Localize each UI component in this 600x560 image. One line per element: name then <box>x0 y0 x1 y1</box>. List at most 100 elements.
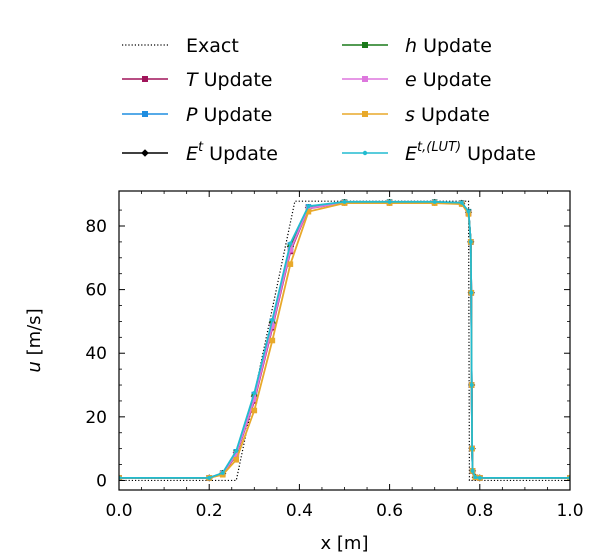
legend-label-rest: Update <box>203 143 278 165</box>
legend-label-symbol: E <box>186 143 198 165</box>
data-point <box>342 199 347 204</box>
legend-item: P Update <box>122 104 272 126</box>
legend-label: h Update <box>405 35 492 57</box>
legend-label-rest: Update <box>198 69 273 91</box>
legend-label: P Update <box>186 104 272 126</box>
y-axis: 0 20 40 60 80 <box>85 209 570 491</box>
legend-label: e Update <box>405 69 492 91</box>
legend-marker <box>362 150 368 156</box>
data-point <box>470 446 475 451</box>
legend-label-rest: Update <box>417 69 492 91</box>
legend-item: h Update <box>342 35 492 57</box>
x-tick-label: 0.4 <box>286 501 313 521</box>
legend-item: s Update <box>342 104 490 126</box>
data-point <box>306 204 311 209</box>
x-tick-label: 0.0 <box>105 501 132 521</box>
legend-label-symbol: e <box>405 69 417 91</box>
legend-item: Et Update <box>122 140 278 165</box>
legend-item: T Update <box>122 69 272 91</box>
legend-label-rest: Update <box>197 104 272 126</box>
series-0 <box>119 200 570 482</box>
legend-marker <box>362 111 368 117</box>
series-line-3 <box>119 201 570 479</box>
data-point <box>477 475 482 480</box>
legend-label-rest: Update <box>461 143 536 165</box>
legend-label: s Update <box>405 104 490 126</box>
y-tick-label: 20 <box>85 408 107 428</box>
legend-label-symbol: s <box>405 104 415 126</box>
legend-marker <box>142 111 148 117</box>
x-tick-label: 0.8 <box>466 501 493 521</box>
data-point <box>287 247 294 253</box>
data-point <box>287 261 294 267</box>
data-point <box>269 337 276 344</box>
data-point <box>470 468 475 473</box>
legend-marker <box>362 76 368 82</box>
data-point <box>288 241 293 246</box>
legend-label-symbol: h <box>405 35 417 57</box>
data-point <box>233 451 240 457</box>
legend-label-symbol: P <box>186 104 198 126</box>
legend-label-rest: Update <box>415 104 490 126</box>
series-2 <box>119 199 570 481</box>
y-axis-label-unit: [m/s] <box>24 308 45 361</box>
x-tick-label: 1.0 <box>556 501 583 521</box>
data-point <box>469 290 474 295</box>
legend-label: Et,(LUT) Update <box>405 140 536 165</box>
data-point <box>251 396 258 403</box>
series-layer <box>119 198 570 482</box>
series-3 <box>119 198 570 482</box>
data-point <box>305 208 312 215</box>
y-tick-label: 40 <box>85 344 107 364</box>
y-tick-label: 80 <box>85 217 107 237</box>
legend-item: Et,(LUT) Update <box>342 140 536 165</box>
legend-label-superscript: t,(LUT) <box>417 140 461 155</box>
series-5 <box>119 199 570 481</box>
data-point <box>234 448 239 453</box>
legend-marker <box>362 42 368 48</box>
data-point <box>220 470 225 475</box>
y-axis-label: u [m/s] <box>24 308 45 372</box>
data-point <box>469 383 474 388</box>
data-point <box>387 199 392 204</box>
data-point <box>269 323 276 329</box>
data-point <box>233 456 240 463</box>
data-point <box>459 200 464 205</box>
series-4 <box>119 199 570 481</box>
x-axis-label: x [m] <box>321 533 369 554</box>
data-point <box>270 317 275 322</box>
y-tick-label: 60 <box>85 281 107 301</box>
data-point <box>473 475 478 480</box>
series-line-6 <box>119 202 570 479</box>
legend-label: Exact <box>186 35 239 57</box>
legend-label-superscript: t <box>198 140 204 155</box>
data-point <box>251 407 258 414</box>
series-line-5 <box>119 201 570 479</box>
series-line-1 <box>119 201 570 479</box>
legend-marker <box>142 76 148 82</box>
legend-item: Exact <box>122 35 239 57</box>
series-7 <box>119 199 570 480</box>
x-axis: 0.0 0.2 0.4 0.6 0.8 1.0 <box>105 191 584 521</box>
data-point <box>207 475 212 480</box>
y-tick-label: 0 <box>96 471 107 491</box>
data-point <box>252 390 257 395</box>
legend-item: e Update <box>342 69 492 91</box>
plot-frame <box>118 190 571 491</box>
x-tick-label: 0.2 <box>196 501 223 521</box>
series-line-2 <box>119 201 570 479</box>
legend-label: T Update <box>186 69 272 91</box>
series-6 <box>119 200 570 481</box>
x-tick-label: 0.6 <box>376 501 403 521</box>
series-line-7 <box>119 200 570 479</box>
legend-label-symbol: T <box>186 69 199 91</box>
series-line-4 <box>119 201 570 479</box>
data-point <box>466 209 471 214</box>
series-line-0 <box>119 200 570 482</box>
legend-label: Et Update <box>186 140 278 165</box>
legend-label-rest: Update <box>417 35 492 57</box>
legend-label-symbol: E <box>405 143 417 165</box>
series-1 <box>119 199 570 481</box>
